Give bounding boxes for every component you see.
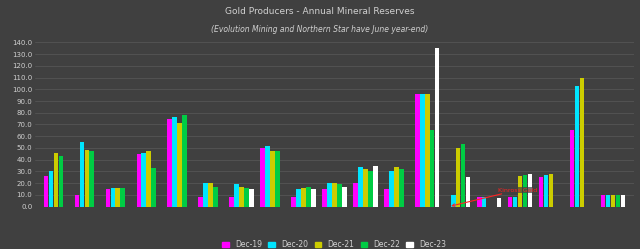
Bar [208, 183, 213, 207]
Bar [44, 176, 48, 207]
Bar [49, 172, 53, 207]
Bar [497, 198, 501, 207]
Bar [548, 174, 554, 207]
Bar [415, 94, 420, 207]
Bar [301, 188, 306, 207]
Bar [523, 175, 527, 207]
Bar [616, 195, 620, 207]
Bar [353, 183, 358, 207]
Bar [605, 195, 611, 207]
Bar [291, 197, 296, 207]
Bar [389, 172, 394, 207]
Bar [204, 183, 208, 207]
Bar [513, 197, 517, 207]
Bar [358, 167, 363, 207]
Bar [337, 184, 342, 207]
Bar [544, 175, 548, 207]
Bar [106, 189, 110, 207]
Bar [466, 177, 470, 207]
Bar [296, 189, 301, 207]
Bar [244, 188, 249, 207]
Bar [451, 195, 456, 207]
Bar [136, 154, 141, 207]
Bar [373, 166, 378, 207]
Bar [152, 168, 156, 207]
Bar [621, 195, 625, 207]
Bar [368, 172, 372, 207]
Text: Gold Producers - Annual Mineral Reserves: Gold Producers - Annual Mineral Reserves [225, 7, 415, 16]
Bar [306, 187, 310, 207]
Bar [120, 188, 125, 207]
Bar [611, 195, 615, 207]
Bar [420, 94, 424, 207]
Text: (Evolution Mining and Northern Star have June year-end): (Evolution Mining and Northern Star have… [211, 25, 429, 34]
Bar [322, 189, 327, 207]
Bar [461, 144, 465, 207]
Bar [115, 188, 120, 207]
Bar [198, 197, 203, 207]
Bar [79, 142, 84, 207]
Bar [239, 187, 244, 207]
Bar [477, 197, 481, 207]
Bar [54, 153, 58, 207]
Bar [342, 187, 347, 207]
Bar [58, 156, 63, 207]
Bar [260, 148, 265, 207]
Bar [601, 195, 605, 207]
Bar [141, 153, 146, 207]
Bar [482, 197, 486, 207]
Bar [363, 169, 367, 207]
Bar [270, 151, 275, 207]
Bar [430, 130, 435, 207]
Bar [425, 94, 429, 207]
Bar [394, 167, 399, 207]
Bar [435, 48, 440, 207]
Bar [168, 119, 172, 207]
Bar [508, 197, 513, 207]
Text: Kinross Gold: Kinross Gold [452, 187, 537, 206]
Bar [518, 176, 522, 207]
Bar [580, 77, 584, 207]
Bar [570, 130, 574, 207]
Bar [265, 146, 270, 207]
Bar [456, 148, 461, 207]
Bar [311, 189, 316, 207]
Bar [229, 197, 234, 207]
Bar [111, 188, 115, 207]
Bar [249, 189, 253, 207]
Bar [575, 86, 579, 207]
Bar [539, 177, 543, 207]
Bar [384, 189, 388, 207]
Bar [399, 169, 404, 207]
Bar [75, 195, 79, 207]
Bar [213, 187, 218, 207]
Bar [182, 115, 187, 207]
Legend: Dec-19, Dec-20, Dec-21, Dec-22, Dec-23: Dec-19, Dec-20, Dec-21, Dec-22, Dec-23 [220, 237, 449, 249]
Bar [234, 184, 239, 207]
Bar [177, 123, 182, 207]
Bar [172, 118, 177, 207]
Bar [332, 183, 337, 207]
Bar [275, 151, 280, 207]
Bar [147, 151, 151, 207]
Bar [90, 151, 94, 207]
Bar [528, 174, 532, 207]
Bar [84, 150, 89, 207]
Bar [327, 183, 332, 207]
